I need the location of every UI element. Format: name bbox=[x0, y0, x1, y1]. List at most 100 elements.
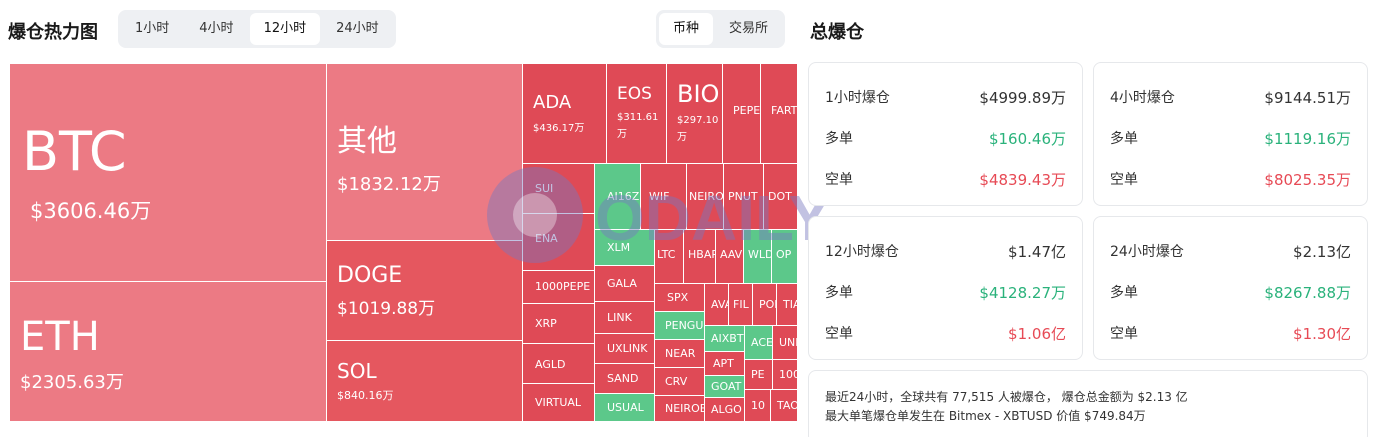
short-value: $4839.43万 bbox=[979, 171, 1066, 189]
tile-value: $297.10万 bbox=[677, 115, 719, 143]
tile-ltc[interactable]: LTC bbox=[655, 230, 684, 284]
tile-uxlink[interactable]: UXLINK bbox=[595, 334, 655, 364]
tile-neiroeth[interactable]: NEIROETH bbox=[655, 396, 705, 422]
tile-xlm[interactable]: XLM bbox=[595, 230, 655, 266]
tile-sui[interactable]: SUI bbox=[523, 164, 595, 214]
mode-tabs: 币种 交易所 bbox=[656, 10, 786, 48]
tile-fart[interactable]: FART bbox=[761, 64, 798, 164]
tile-label: 10 bbox=[751, 399, 765, 412]
tile-label: OP bbox=[776, 248, 792, 261]
tile-label: USUAL bbox=[607, 401, 644, 414]
card-total: $1.47亿 bbox=[1008, 243, 1066, 261]
tile-uni[interactable]: UNI bbox=[773, 326, 798, 360]
tile-link[interactable]: LINK bbox=[595, 302, 655, 334]
tile-label: LTC bbox=[657, 248, 676, 261]
tile-dot[interactable]: DOT bbox=[764, 164, 798, 230]
tile-label: AIXBT bbox=[711, 332, 744, 345]
tile-label: AI16Z bbox=[607, 190, 640, 203]
tile-value: $436.17万 bbox=[533, 123, 585, 134]
tile-label: PENGU bbox=[665, 319, 704, 332]
tile-pnut[interactable]: PNUT bbox=[724, 164, 764, 230]
tile-sol[interactable]: SOL $840.16万 bbox=[327, 341, 523, 422]
footer-line-1: 最近24小时，全球共有 77,515 人被爆仓， 爆仓总金额为 $2.13 亿 bbox=[825, 390, 1188, 404]
tile-near[interactable]: NEAR bbox=[655, 340, 705, 368]
tile-hbar[interactable]: HBAR bbox=[684, 230, 716, 284]
tile-virtual[interactable]: VIRTUAL bbox=[523, 384, 595, 422]
tile-label: NEIRO bbox=[689, 190, 724, 203]
tile-eth[interactable]: ETH $2305.63万 bbox=[10, 282, 327, 422]
tile-pepe[interactable]: PEPE bbox=[723, 64, 761, 164]
tile-tia[interactable]: TIA bbox=[777, 284, 798, 326]
tile-agld[interactable]: AGLD bbox=[523, 344, 595, 384]
tile-aixbt[interactable]: AIXBT bbox=[705, 326, 745, 352]
long-value: $1119.16万 bbox=[1264, 130, 1351, 148]
card-total: $9144.51万 bbox=[1264, 89, 1351, 107]
short-label: 空单 bbox=[825, 326, 853, 342]
tile-label: AVAX bbox=[711, 298, 728, 311]
tile-ada[interactable]: ADA $436.17万 bbox=[523, 64, 607, 164]
tab-24h[interactable]: 24小时 bbox=[336, 21, 379, 36]
tile-ace[interactable]: ACE bbox=[745, 326, 773, 360]
card-label: 24小时爆仓 bbox=[1110, 244, 1184, 260]
tile-btc[interactable]: BTC $3606.46万 bbox=[10, 64, 327, 282]
tile-1000pepe[interactable]: 1000PEPE bbox=[523, 271, 595, 304]
tile-label: XRP bbox=[535, 317, 557, 330]
tile-label: ADA bbox=[533, 92, 572, 113]
tile-label: AAVE bbox=[720, 248, 743, 261]
tile-usual[interactable]: USUAL bbox=[595, 394, 655, 422]
tab-4h[interactable]: 4小时 bbox=[199, 21, 234, 36]
tile-ai16z[interactable]: AI16Z bbox=[595, 164, 641, 230]
tile-op[interactable]: OP bbox=[772, 230, 798, 284]
tile-label: AGLD bbox=[535, 358, 566, 371]
tile-algo[interactable]: ALGO bbox=[705, 398, 745, 422]
tile-bio[interactable]: BIO $297.10万 bbox=[667, 64, 723, 164]
tile-neiro[interactable]: NEIRO bbox=[687, 164, 724, 230]
tile-label: APT bbox=[713, 357, 734, 370]
tile-ena[interactable]: ENA bbox=[523, 214, 595, 271]
card-label: 12小时爆仓 bbox=[825, 244, 899, 260]
card-total: $2.13亿 bbox=[1293, 243, 1351, 261]
tile-apt[interactable]: APT bbox=[705, 352, 745, 376]
tile-label: SOL bbox=[337, 359, 377, 383]
tile-wld[interactable]: WLD bbox=[744, 230, 772, 284]
tile-avax[interactable]: AVAX bbox=[705, 284, 729, 326]
liquidation-treemap: BTC $3606.46万 ETH $2305.63万 其他 $1832.12万… bbox=[10, 64, 798, 422]
card-total: $4999.89万 bbox=[979, 89, 1066, 107]
tile-label: ALGO bbox=[711, 403, 742, 416]
tile-pe[interactable]: PE bbox=[745, 360, 773, 390]
tile-value: $2305.63万 bbox=[20, 372, 124, 393]
tile-fil[interactable]: FIL bbox=[729, 284, 753, 326]
tile-label: VIRTUAL bbox=[535, 396, 582, 409]
tab-coin[interactable]: 币种 bbox=[659, 13, 714, 45]
short-label: 空单 bbox=[1110, 326, 1138, 342]
long-value: $8267.88万 bbox=[1264, 284, 1351, 302]
tile-label: 100 bbox=[779, 368, 798, 381]
tile-pol[interactable]: POL bbox=[753, 284, 777, 326]
tile-crv[interactable]: CRV bbox=[655, 368, 705, 396]
tile-100[interactable]: 100 bbox=[773, 360, 798, 390]
tile-value: $840.16万 bbox=[337, 389, 394, 402]
tile-10[interactable]: 10 bbox=[745, 390, 771, 422]
tile-gala[interactable]: GALA bbox=[595, 266, 655, 302]
tab-12h[interactable]: 12小时 bbox=[249, 13, 321, 45]
card-12h: 12小时爆仓 $1.47亿 多单 $4128.27万 空单 $1.06亿 bbox=[808, 216, 1083, 360]
tab-exchange[interactable]: 交易所 bbox=[729, 21, 769, 36]
card-label: 1小时爆仓 bbox=[825, 90, 890, 106]
tile-spx[interactable]: SPX bbox=[655, 284, 705, 312]
tab-1h[interactable]: 1小时 bbox=[135, 21, 170, 36]
tile-goat[interactable]: GOAT bbox=[705, 376, 745, 398]
tile-wif[interactable]: WIF bbox=[641, 164, 687, 230]
tile-eos[interactable]: EOS $311.61万 bbox=[607, 64, 667, 164]
tile-sand[interactable]: SAND bbox=[595, 364, 655, 394]
tile-tao[interactable]: TAO bbox=[771, 390, 798, 422]
tile-label: DOGE bbox=[337, 263, 403, 288]
tile-label: PNUT bbox=[728, 190, 758, 203]
tile-other[interactable]: 其他 $1832.12万 bbox=[327, 64, 523, 241]
tile-doge[interactable]: DOGE $1019.88万 bbox=[327, 241, 523, 341]
tile-aave[interactable]: AAVE bbox=[716, 230, 744, 284]
tile-xrp[interactable]: XRP bbox=[523, 304, 595, 344]
tile-label: CRV bbox=[665, 375, 688, 388]
tile-label: GOAT bbox=[711, 380, 742, 393]
tile-pengu[interactable]: PENGU bbox=[655, 312, 705, 340]
long-value: $4128.27万 bbox=[979, 284, 1066, 302]
